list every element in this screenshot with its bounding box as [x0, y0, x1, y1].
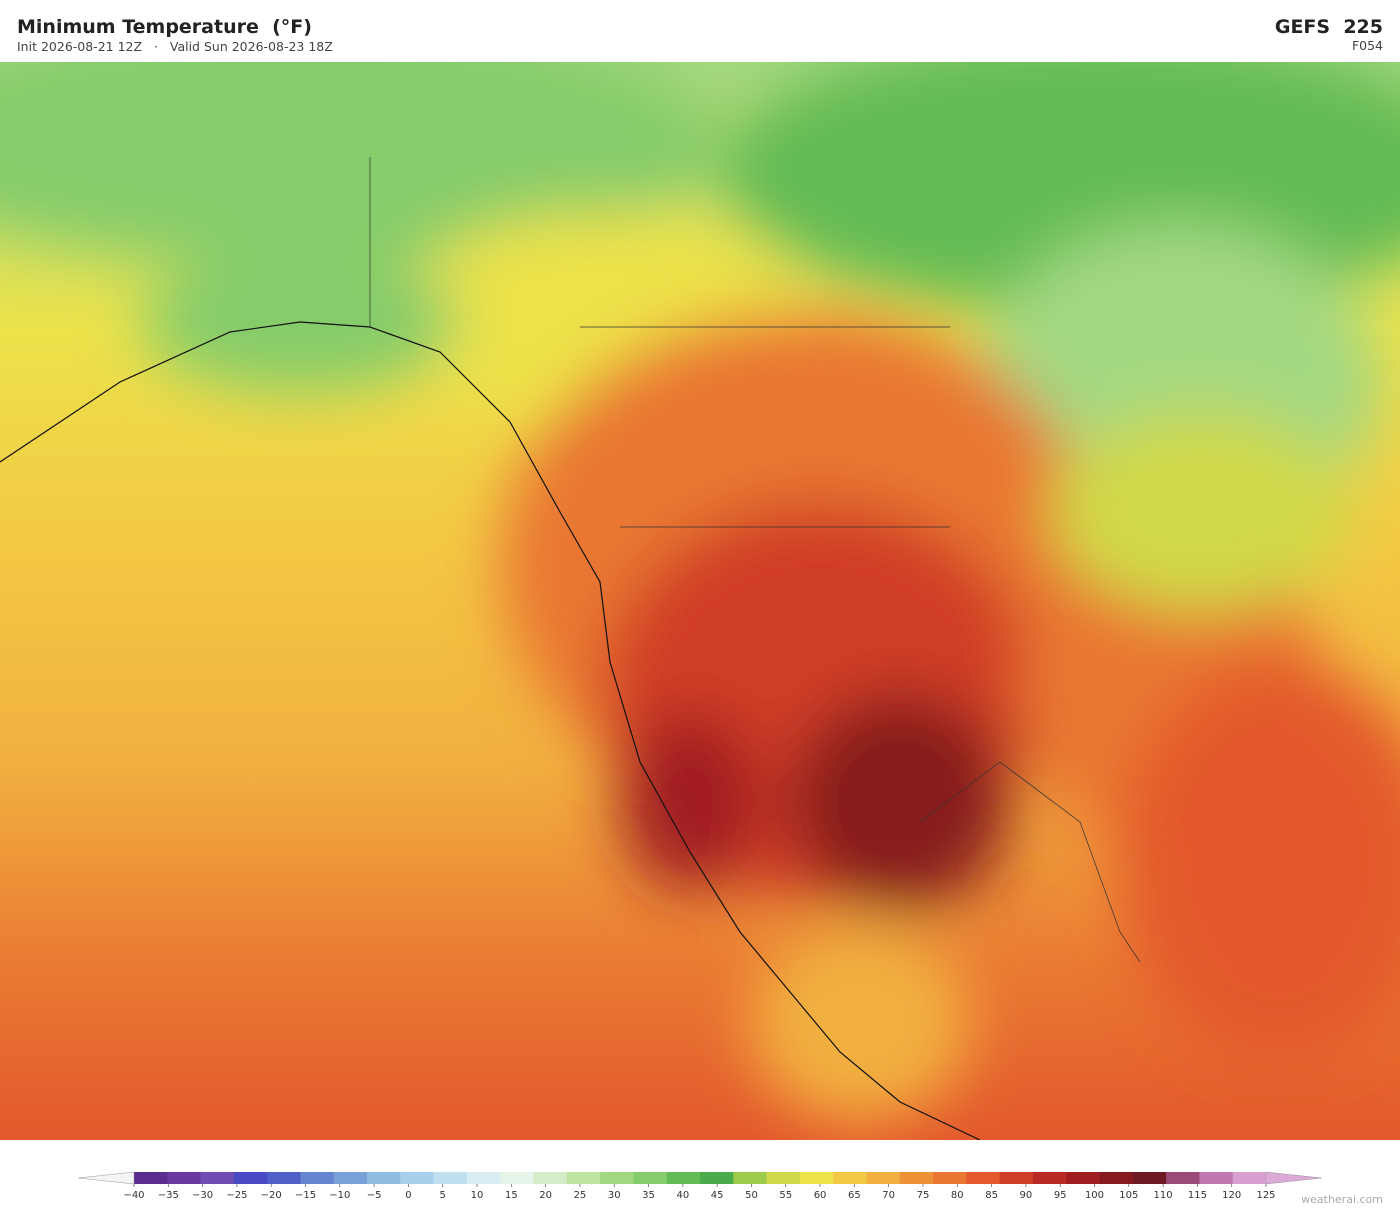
colorbar-tick-label: 10: [471, 1190, 484, 1200]
colorbar-tick-label: 70: [882, 1190, 895, 1200]
colorbar-tick-label: 105: [1119, 1190, 1138, 1200]
colorbar-tick-label: 55: [779, 1190, 792, 1200]
colorbar-tick-label: −35: [158, 1190, 179, 1200]
colorbar-segment: [367, 1172, 401, 1184]
colorbar-tick-label: 40: [676, 1190, 689, 1200]
colorbar-segment: [766, 1172, 801, 1184]
valid-time: Valid Sun 2026-08-23 18Z: [169, 39, 333, 54]
colorbar-segment: [600, 1172, 634, 1184]
colorbar-segment: [1132, 1172, 1167, 1184]
init-time: Init 2026-08-21 12Z: [17, 39, 143, 54]
colorbar-segment: [666, 1172, 701, 1184]
colorbar-segment: [1066, 1172, 1101, 1184]
colorbar-segment: [1032, 1172, 1067, 1184]
colorbar-tick-label: −10: [329, 1190, 350, 1200]
colorbar-tick-label: −15: [295, 1190, 316, 1200]
subtitle: Init 2026-08-21 12Z · Valid Sun 2026-08-…: [17, 39, 333, 54]
colorbar-segment: [400, 1172, 435, 1184]
colorbar-segment: [866, 1172, 901, 1184]
colorbar-segment: [433, 1172, 468, 1184]
colorbar-extend-low: [77, 1171, 135, 1185]
colorbar-tick-label: 25: [574, 1190, 587, 1200]
colorbar-tick-label: 35: [642, 1190, 655, 1200]
temperature-field: [0, 62, 1400, 1122]
colorbar-tick-label: 20: [539, 1190, 552, 1200]
colorbar-segment: [300, 1172, 335, 1184]
colorbar-segment: [833, 1172, 867, 1184]
colorbar-segment: [966, 1172, 1001, 1184]
coastline: [0, 321, 981, 1140]
colorbar-tick-label: −5: [367, 1190, 382, 1200]
colorbar-tick-label: 50: [745, 1190, 758, 1200]
colorbar-extend-high: [1265, 1171, 1323, 1185]
colorbar-segment: [933, 1172, 967, 1184]
colorbar-tick-label: 110: [1154, 1190, 1173, 1200]
colorbar-tick-label: −20: [261, 1190, 282, 1200]
colorbar-segment: [233, 1172, 268, 1184]
colorbar-tick-label: 120: [1222, 1190, 1241, 1200]
colorbar-segment: [500, 1172, 535, 1184]
colorbar-segment: [999, 1172, 1034, 1184]
colorbar-tick-label: 65: [848, 1190, 861, 1200]
colorbar-tick-label: 5: [440, 1190, 446, 1200]
colorbar-segment: [167, 1172, 202, 1184]
colorbar-segment: [700, 1172, 734, 1184]
colorbar-segment: [1099, 1172, 1134, 1184]
borders: [369, 157, 1141, 963]
colorbar-tick-label: −25: [226, 1190, 247, 1200]
colorbar-segment: [899, 1172, 934, 1184]
colorbar-segment: [1199, 1172, 1234, 1184]
colorbar-tick-label: 115: [1188, 1190, 1207, 1200]
colorbar-segment: [799, 1172, 834, 1184]
colorbar-tick-label: 90: [1020, 1190, 1033, 1200]
colorbar-segment: [733, 1172, 768, 1184]
colorbar-tick-label: −40: [123, 1190, 144, 1200]
colorbar-tick-label: 0: [405, 1190, 411, 1200]
colorbar-tick-label: 15: [505, 1190, 518, 1200]
forecast-hour: F054: [1351, 38, 1383, 53]
map: [0, 62, 1400, 1140]
colorbar-tick-label: −30: [192, 1190, 213, 1200]
colorbar-tick-label: 100: [1085, 1190, 1104, 1200]
colorbar-tick-label: 95: [1054, 1190, 1067, 1200]
colorbar-tick-label: 30: [608, 1190, 621, 1200]
colorbar-tick-label: 80: [951, 1190, 964, 1200]
colorbar-segment: [1166, 1172, 1200, 1184]
colorbar-segment: [200, 1172, 235, 1184]
colorbar-segment: [633, 1172, 668, 1184]
colorbar: −40 −35 −30 −25 −20 −15 −10 −5 0 5 10 15 20 25 30 35 40 4…: [77, 1171, 1323, 1200]
colorbar-segment: [267, 1172, 301, 1184]
watermark: weatherai.com: [1301, 1193, 1383, 1206]
model: GEFS 225: [1274, 16, 1383, 38]
colorbar-segment: [533, 1172, 568, 1184]
colorbar-segment: [1232, 1172, 1267, 1184]
colorbar-segment: [134, 1172, 168, 1184]
colorbar-tick-label: 85: [985, 1190, 998, 1200]
colorbar-tick-label: 60: [814, 1190, 827, 1200]
colorbar-segment: [333, 1172, 368, 1184]
colorbar-tick-label: 75: [917, 1190, 930, 1200]
colorbar-segment: [466, 1172, 501, 1184]
colorbar-segment: [566, 1172, 601, 1184]
colorbar-tick-label: 125: [1256, 1190, 1275, 1200]
title: Minimum Temperature (°F): [17, 16, 312, 38]
colorbar-tick-label: 45: [711, 1190, 724, 1200]
